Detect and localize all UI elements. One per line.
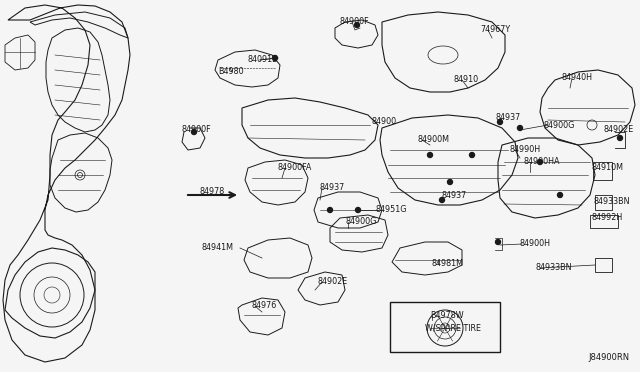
Text: 84992H: 84992H [592,214,623,222]
Text: 84910: 84910 [453,76,478,84]
Text: 84091E: 84091E [248,55,278,64]
Text: 84937: 84937 [441,192,467,201]
Text: W/SPARE TIRE: W/SPARE TIRE [425,324,481,333]
Text: 74967Y: 74967Y [480,26,510,35]
Circle shape [428,153,433,157]
Circle shape [618,135,623,141]
Circle shape [557,192,563,198]
Circle shape [440,198,445,202]
Circle shape [355,22,360,28]
Circle shape [273,55,278,61]
Text: B4978W: B4978W [430,311,463,321]
Text: 84941M: 84941M [202,244,234,253]
Text: B4980: B4980 [218,67,244,77]
Text: 84900F: 84900F [181,125,211,135]
Text: 84900HA: 84900HA [523,157,559,167]
Circle shape [470,153,474,157]
Text: 84902E: 84902E [318,278,348,286]
Text: 84900: 84900 [371,118,396,126]
Circle shape [497,119,502,125]
Text: 84937: 84937 [496,113,521,122]
Text: 84978: 84978 [200,187,225,196]
Text: 84900G: 84900G [345,218,376,227]
Circle shape [447,180,452,185]
Circle shape [538,160,543,164]
Text: 84902E: 84902E [604,125,634,135]
Text: 84981M: 84981M [432,260,464,269]
Text: 84933BN: 84933BN [594,198,630,206]
Text: 84976: 84976 [252,301,277,311]
Text: 84900H: 84900H [519,240,550,248]
Text: 84940H: 84940H [561,74,592,83]
Text: 84933BN: 84933BN [535,263,572,273]
Text: 84937: 84937 [320,183,345,192]
Text: 84900F: 84900F [340,17,370,26]
Text: 84910M: 84910M [591,164,623,173]
Circle shape [355,208,360,212]
Text: J84900RN: J84900RN [589,353,630,362]
Circle shape [518,125,522,131]
Circle shape [191,129,196,135]
Text: 84990H: 84990H [510,145,541,154]
Text: 84951G: 84951G [375,205,406,215]
Text: 84900M: 84900M [418,135,450,144]
Circle shape [495,240,500,244]
Text: 84900FA: 84900FA [278,164,312,173]
Text: 84900G: 84900G [543,121,574,129]
Circle shape [328,208,333,212]
